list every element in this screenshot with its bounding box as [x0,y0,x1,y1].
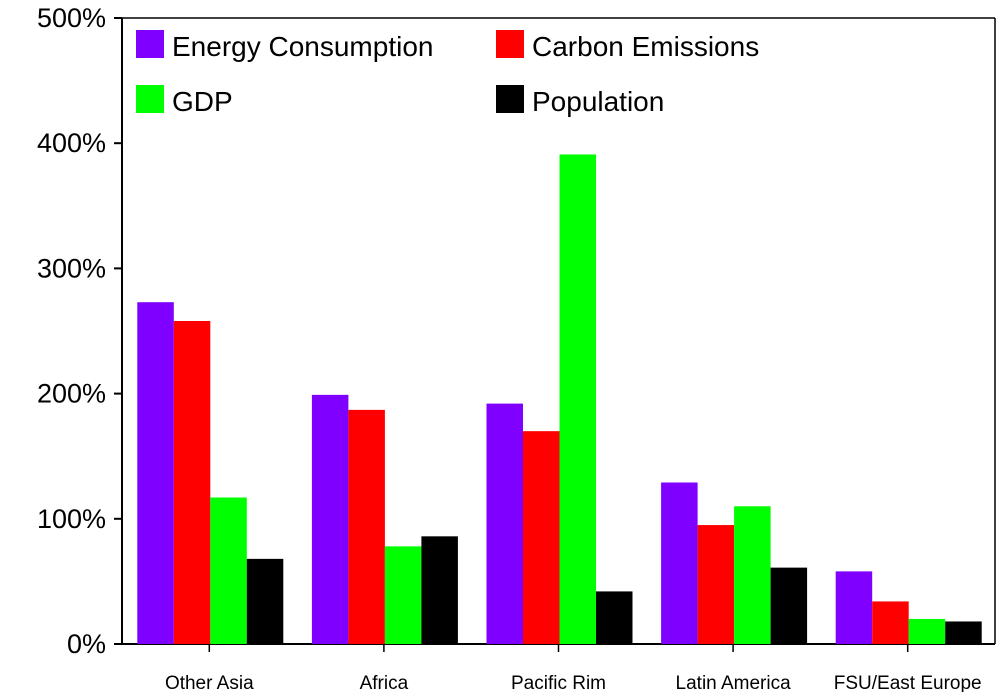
bar-carbon-emissions-latin-america [697,525,735,644]
bar-carbon-emissions-africa [348,409,385,644]
bar-energy-consumption-africa [311,394,349,644]
y-tick-label: 500% [37,3,106,33]
bar-energy-consumption-latin-america [661,482,698,644]
bar-carbon-emissions-other-asia [173,320,211,644]
legend-label: Population [532,86,664,117]
bar-population-africa [421,536,458,644]
legend-swatch [496,30,524,58]
y-tick-label: 0% [67,629,106,659]
bar-gdp-other-asia [210,497,247,644]
bar-population-other-asia [246,558,284,644]
bar-gdp-africa [384,546,422,644]
bar-energy-consumption-pacific-rim [486,403,523,644]
x-tick-label: Other Asia [165,673,254,692]
x-tick-label: Latin America [676,673,792,692]
x-axis-labels: Other Asia Africa Pacific Rim Latin America… [165,644,982,692]
bar-population-latin-america [770,567,808,644]
bar-gdp-fsu-east-europe [908,618,946,644]
x-tick-label: Pacific Rim [511,673,606,692]
legend-label: Energy Consumption [172,31,433,62]
bar-carbon-emissions-fsu-east-europe [872,601,909,644]
legend-label: GDP [172,86,233,117]
legend-swatch [136,30,164,58]
y-tick-label: 400% [37,128,106,158]
bar-energy-consumption-fsu-east-europe [835,571,873,644]
legend-swatch [136,85,164,113]
x-tick-label: FSU/East Europe [834,673,982,692]
bar-population-fsu-east-europe [945,621,982,644]
legend: Energy Consumption Carbon Emissions GDP Pop… [136,30,759,117]
x-tick-label: Africa [360,673,409,692]
legend-swatch [496,85,524,113]
y-tick-label: 200% [37,379,106,409]
bar-energy-consumption-other-asia [137,302,174,644]
y-tick-label: 300% [37,253,106,283]
y-axis-ticks: 0% 100% 200% 300% 400% 500% [37,3,122,659]
bar-gdp-latin-america [734,506,771,644]
bar-gdp-pacific-rim [559,154,596,644]
y-tick-label: 100% [37,504,106,534]
bar-population-pacific-rim [596,591,633,644]
bars [137,154,982,644]
legend-label: Carbon Emissions [532,31,759,62]
bar-carbon-emissions-pacific-rim [523,431,560,644]
